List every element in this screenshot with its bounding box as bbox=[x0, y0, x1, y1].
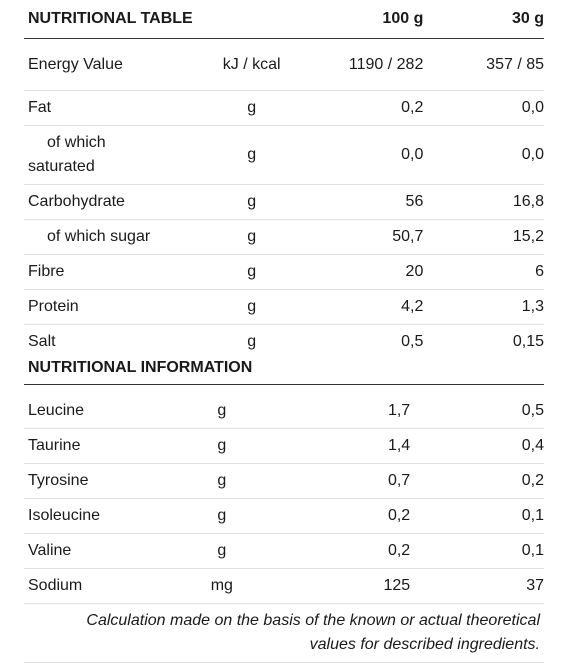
nutrient-name: of which saturated bbox=[24, 125, 193, 185]
nutrient-name: of which sugar bbox=[24, 219, 193, 255]
nutrient-name: Fibre bbox=[24, 254, 193, 290]
value-30g: 15,2 bbox=[423, 219, 544, 255]
nutrient-unit: g bbox=[192, 254, 311, 290]
value-30g: 0,0 bbox=[423, 125, 544, 185]
table-row: of which saturated g 0,0 0,0 bbox=[24, 125, 544, 185]
nutrient-name: Energy Value bbox=[24, 38, 193, 91]
nutrient-unit: g bbox=[172, 428, 272, 464]
value-100g: 50,7 bbox=[310, 219, 424, 255]
value-100g: 1,7 bbox=[271, 394, 411, 429]
value-30g: 0,5 bbox=[410, 394, 544, 429]
value-100g: 125 bbox=[271, 568, 411, 604]
nutrient-name: Salt bbox=[28, 333, 56, 350]
value-30g: 0,0 bbox=[423, 90, 544, 126]
nutrient-unit: g bbox=[172, 498, 272, 534]
footnote-line-2: values for described ingredients. bbox=[309, 636, 540, 653]
nutrient-name: Taurine bbox=[24, 428, 173, 464]
nutrient-name: Tyrosine bbox=[24, 463, 173, 499]
column-header-100g: 100 g bbox=[310, 0, 424, 39]
column-header-30g: 30 g bbox=[423, 0, 544, 39]
value-100g: 0,0 bbox=[310, 125, 424, 185]
table-row: Taurine g 1,4 0,4 bbox=[24, 428, 544, 464]
value-30g: 6 bbox=[423, 254, 544, 290]
nutrient-name-text: of which sugar bbox=[47, 228, 151, 245]
nutrient-name: Protein bbox=[24, 289, 193, 325]
value-30g: 16,8 bbox=[423, 184, 544, 220]
nutrient-unit: g bbox=[192, 184, 311, 220]
footnote-line-1: Calculation made on the basis of the kno… bbox=[86, 612, 540, 629]
value-100g: 56 bbox=[310, 184, 424, 220]
nutrient-name-line1: of which bbox=[47, 134, 106, 151]
nutrient-unit: g bbox=[247, 333, 257, 350]
value-30g: 0,2 bbox=[410, 463, 544, 499]
nutrient-unit: g bbox=[172, 533, 272, 569]
nutritional-information-table: Leucine g 1,7 0,5 Taurine g 1,4 0,4 Tyro… bbox=[24, 394, 544, 604]
value-100g: 20 bbox=[310, 254, 424, 290]
nutrient-unit: g bbox=[192, 125, 311, 185]
table-row: Energy Value kJ / kcal 1190 / 282 357 / … bbox=[24, 38, 544, 91]
table-row: Tyrosine g 0,7 0,2 bbox=[24, 463, 544, 499]
section-title: NUTRITIONAL INFORMATION bbox=[28, 359, 253, 376]
table-title: NUTRITIONAL TABLE bbox=[24, 0, 193, 39]
table-row: Fat g 0,2 0,0 bbox=[24, 90, 544, 126]
nutrient-unit: mg bbox=[172, 568, 272, 604]
nutrient-name-line2: saturated bbox=[28, 158, 95, 175]
value-100g: 0,2 bbox=[271, 533, 411, 569]
value-30g: 0,1 bbox=[410, 533, 544, 569]
value-100g: 0,7 bbox=[271, 463, 411, 499]
nutrient-unit: g bbox=[172, 394, 272, 429]
value-100g: 0,5 bbox=[401, 333, 424, 350]
nutrient-name: Valine bbox=[24, 533, 173, 569]
value-30g: 37 bbox=[410, 568, 544, 604]
value-30g: 1,3 bbox=[423, 289, 544, 325]
value-100g: 0,2 bbox=[310, 90, 424, 126]
value-100g: 1190 / 282 bbox=[310, 38, 424, 91]
nutrient-name: Isoleucine bbox=[24, 498, 173, 534]
calculation-footnote: Calculation made on the basis of the kno… bbox=[24, 605, 544, 663]
nutrient-unit: kJ / kcal bbox=[192, 38, 311, 91]
nutrient-unit: g bbox=[192, 289, 311, 325]
nutrient-name: Carbohydrate bbox=[24, 184, 193, 220]
value-100g: 1,4 bbox=[271, 428, 411, 464]
value-30g: 0,4 bbox=[410, 428, 544, 464]
nutrient-unit: g bbox=[192, 219, 311, 255]
table-row: Sodium mg 125 37 bbox=[24, 568, 544, 604]
nutrient-name: Fat bbox=[24, 90, 193, 126]
value-30g: 357 / 85 bbox=[423, 38, 544, 91]
table-row: Salt g 0,5 0,15 bbox=[24, 325, 544, 360]
nutrient-unit: g bbox=[192, 90, 311, 126]
value-30g: 0,1 bbox=[410, 498, 544, 534]
table-row: Valine g 0,2 0,1 bbox=[24, 533, 544, 569]
value-30g: 0,15 bbox=[512, 333, 544, 350]
section-heading: NUTRITIONAL INFORMATION bbox=[24, 352, 544, 385]
table-header-row: NUTRITIONAL TABLE 100 g 30 g bbox=[24, 0, 544, 39]
value-100g: 0,2 bbox=[271, 498, 411, 534]
nutrient-name: Leucine bbox=[24, 394, 173, 429]
table-row: Protein g 4,2 1,3 bbox=[24, 289, 544, 325]
nutrient-unit: g bbox=[172, 463, 272, 499]
table-row: Carbohydrate g 56 16,8 bbox=[24, 184, 544, 220]
value-100g: 4,2 bbox=[310, 289, 424, 325]
table-row: Fibre g 20 6 bbox=[24, 254, 544, 290]
table-row: of which sugar g 50,7 15,2 bbox=[24, 219, 544, 255]
unit-column-header bbox=[192, 0, 311, 39]
nutrient-name: Sodium bbox=[24, 568, 173, 604]
nutritional-table: NUTRITIONAL TABLE 100 g 30 g Energy Valu… bbox=[24, 0, 544, 359]
table-row: Isoleucine g 0,2 0,1 bbox=[24, 498, 544, 534]
table-row: Leucine g 1,7 0,5 bbox=[24, 394, 544, 429]
